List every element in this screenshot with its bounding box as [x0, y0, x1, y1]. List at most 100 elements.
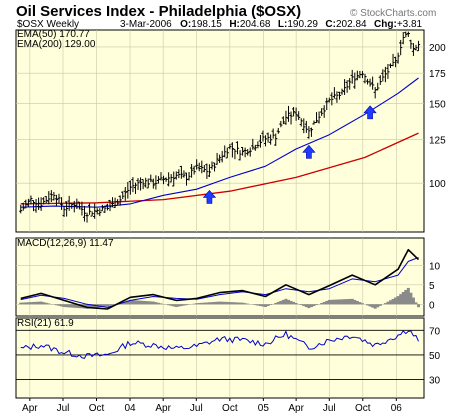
- macd-histogram-bar: [177, 304, 181, 307]
- close-label: C:: [325, 19, 336, 30]
- macd-histogram-bar: [108, 304, 112, 306]
- macd-histogram-bar: [131, 300, 135, 305]
- macd-histogram-bar: [207, 302, 211, 305]
- macd-histogram-bar: [174, 304, 178, 308]
- x-tick-label: Apr: [288, 403, 304, 414]
- macd-histogram-bar: [383, 303, 387, 305]
- macd-histogram-bar: [182, 304, 186, 306]
- macd-histogram-bar: [24, 302, 28, 305]
- macd-histogram-bar: [406, 287, 410, 305]
- panel-backgrounds: [15, 29, 425, 399]
- macd-histogram-bar: [75, 304, 79, 308]
- macd-histogram-bar: [417, 304, 421, 308]
- macd-histogram-bar: [274, 302, 278, 305]
- macd-histogram-bar: [90, 304, 94, 309]
- open-label: O:: [180, 19, 191, 30]
- rsi-tick-label: 30: [429, 376, 441, 387]
- macd-histogram-bar: [128, 299, 132, 305]
- macd-histogram-bar: [368, 304, 372, 307]
- macd-histogram-bar: [62, 304, 66, 308]
- macd-histogram-bar: [366, 304, 370, 306]
- x-tick-label: Jul: [57, 403, 70, 414]
- buy-arrow-icon: [202, 189, 217, 204]
- macd-histogram-bar: [409, 292, 413, 305]
- symbol-period: $OSX Weekly: [17, 19, 79, 30]
- macd-histogram-bar: [156, 302, 160, 305]
- macd-histogram-bar: [202, 302, 206, 305]
- rsi-tick-label: 70: [429, 326, 441, 337]
- macd-histogram-bar: [179, 304, 183, 307]
- macd-histogram-bar: [253, 304, 257, 306]
- macd-panel: 0 5 10: [16, 248, 441, 311]
- macd-line: [20, 248, 420, 310]
- macd-histogram-bar: [394, 297, 398, 305]
- macd-histogram-bar: [21, 302, 25, 305]
- x-tick-label: 04: [124, 403, 136, 414]
- macd-histogram-bar: [65, 304, 69, 308]
- macd-histogram-bar: [60, 304, 64, 307]
- macd-histogram-bar: [29, 302, 33, 305]
- macd-histogram-bar: [172, 304, 176, 307]
- ema200-line: [20, 132, 419, 205]
- macd-histogram-bar: [355, 301, 359, 305]
- macd-histogram-bar: [133, 300, 137, 305]
- macd-histogram-bar: [299, 304, 303, 306]
- price-tick-label: 175: [429, 69, 446, 80]
- macd-histogram-bar: [42, 302, 46, 305]
- macd-histogram-bar: [144, 301, 148, 305]
- macd-histogram-bar: [210, 302, 214, 305]
- macd-histogram-bar: [37, 301, 41, 305]
- macd-histogram-bar: [44, 302, 48, 305]
- macd-histogram-bar: [304, 304, 308, 308]
- macd-histogram-bar: [169, 304, 173, 306]
- macd-histogram-bar: [26, 302, 30, 305]
- x-tick-label: 05: [258, 403, 270, 414]
- macd-histogram-bar: [320, 303, 324, 305]
- quote-date: 3-Mar-2006: [120, 19, 172, 30]
- macd-histogram-bar: [123, 301, 127, 305]
- macd-histogram-bar: [67, 304, 71, 308]
- macd-histogram-bar: [47, 303, 51, 305]
- macd-histogram-bar: [258, 304, 262, 307]
- macd-histogram-bar: [360, 303, 364, 305]
- macd-tick-label: 10: [429, 261, 441, 272]
- macd-histogram-bar: [335, 299, 339, 305]
- price-tick-label: 100: [429, 179, 446, 190]
- macd-histogram-bar: [154, 302, 158, 305]
- macd-histogram-bar: [70, 304, 74, 308]
- chart-title: Oil Services Index - Philadelphia ($OSX): [16, 3, 301, 20]
- macd-histogram-bar: [269, 304, 273, 305]
- rsi-line: [20, 330, 419, 359]
- macd-histogram-bar: [225, 301, 229, 305]
- macd-histogram-bar: [286, 299, 290, 305]
- macd-histogram-bar: [238, 302, 242, 305]
- macd-histogram-bar: [358, 302, 362, 305]
- x-tick-label: 06: [391, 403, 403, 414]
- macd-histogram-bar: [261, 304, 265, 307]
- macd-histogram-bar: [146, 301, 150, 305]
- price-panel-frame: [15, 29, 425, 233]
- high-value: 204.68: [240, 19, 271, 30]
- macd-histogram-bar: [105, 304, 109, 307]
- macd-histogram-bar: [57, 304, 61, 306]
- macd-histogram-bar: [279, 300, 283, 305]
- high-label: H:: [229, 19, 240, 30]
- macd-histogram-bar: [197, 303, 201, 305]
- macd-histogram-bar: [159, 303, 163, 305]
- macd-histogram-bar: [371, 304, 375, 308]
- macd-histogram-bar: [284, 298, 288, 305]
- macd-histogram-bar: [85, 304, 89, 309]
- x-tick-label: Apr: [22, 403, 38, 414]
- macd-histogram-bar: [215, 301, 219, 305]
- x-tick-label: Jul: [190, 403, 203, 414]
- macd-histogram-bar: [218, 301, 222, 305]
- macd-histogram-bar: [353, 299, 357, 305]
- macd-histogram-bar: [192, 303, 196, 305]
- macd-histogram-bar: [302, 304, 306, 307]
- macd-histogram-bar: [386, 301, 390, 305]
- macd-histogram-bar: [264, 304, 268, 308]
- x-axis: Apr Jul Oct 04 Apr Jul Oct 05 Apr Jul Oct 06: [22, 398, 402, 414]
- macd-histogram-bar: [77, 304, 81, 309]
- macd-histogram-bar: [256, 304, 260, 306]
- close-value: 202.84: [336, 19, 367, 30]
